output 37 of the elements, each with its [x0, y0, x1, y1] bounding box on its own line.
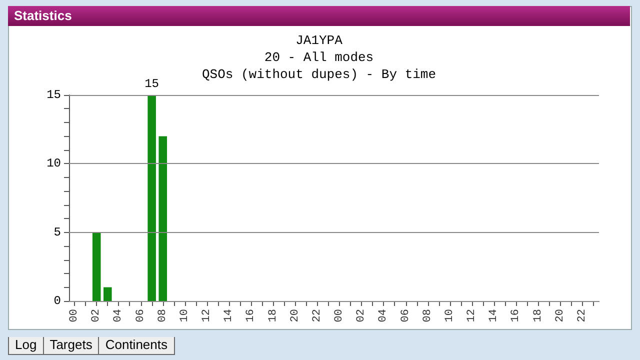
x-tick-label: 18: [267, 309, 280, 322]
y-tick-label: 5: [54, 225, 61, 240]
y-tick-label: 0: [54, 294, 61, 308]
x-tick-label: 02: [90, 309, 103, 322]
text: Targets: [42, 337, 100, 355]
x-tick-label: 12: [466, 309, 478, 322]
x-tick-label: 06: [134, 309, 147, 322]
x-tick-label: 20: [554, 309, 566, 322]
bar: [92, 232, 101, 301]
bar: [104, 287, 112, 301]
y-tick-label: 15: [46, 88, 61, 102]
x-tick-label: 10: [178, 309, 191, 322]
x-tick-label: 04: [112, 308, 125, 322]
bar: [158, 136, 167, 301]
x-tick-label: 18: [532, 309, 544, 322]
x-tick-label: 06: [400, 309, 412, 322]
x-tick-label: 14: [223, 308, 236, 322]
x-tick-label: 16: [510, 309, 522, 322]
x-tick-label: 08: [422, 309, 434, 322]
x-tick-label: 12: [201, 309, 214, 322]
x-tick-label: 22: [576, 309, 588, 322]
x-tick-label: 00: [334, 309, 346, 322]
x-tick-label: 00: [68, 309, 81, 322]
x-tick-label: 04: [378, 308, 390, 322]
data-label: 15: [144, 77, 160, 91]
chart-subtitle: 20 - All modes QSOs (without dupes) - By time: [202, 50, 436, 82]
x-tick-label: 14: [488, 308, 500, 322]
x-tick-label: 10: [444, 309, 456, 322]
y-tick-label: 10: [46, 156, 61, 171]
x-tick-label: 20: [289, 309, 302, 322]
x-tick-label: 08: [156, 309, 169, 322]
text: Statistics: [14, 8, 72, 23]
chart-title: JA1YPA: [296, 33, 343, 48]
x-tick-label: 02: [356, 309, 368, 322]
bar: [148, 95, 156, 301]
x-tick-label: 16: [245, 309, 258, 322]
x-tick-label: 22: [311, 309, 324, 322]
